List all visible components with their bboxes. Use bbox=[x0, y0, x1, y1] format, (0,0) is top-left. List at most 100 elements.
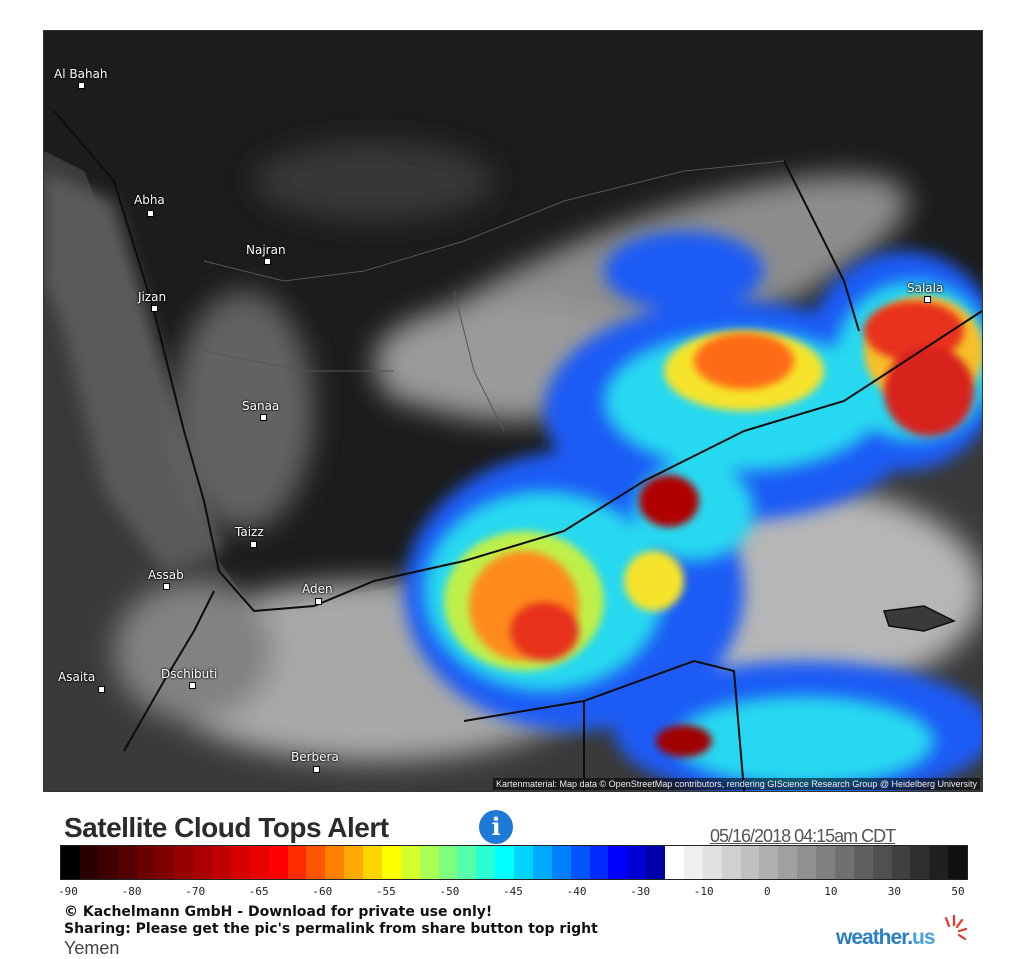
scale-swatch bbox=[136, 846, 156, 879]
scale-tick-label: 30 bbox=[887, 885, 902, 898]
satellite-map[interactable]: Al Bahah Abha Najran Jizan Sanaa Taizz A… bbox=[43, 30, 983, 792]
scale-swatch bbox=[212, 846, 231, 879]
scale-swatch bbox=[891, 846, 911, 879]
brand-logo[interactable]: weather.us bbox=[836, 926, 936, 950]
scale-tick-label: -10 bbox=[693, 885, 714, 898]
scale-tick-label: 0 bbox=[763, 885, 771, 898]
scale-swatch bbox=[929, 846, 949, 879]
scale-swatch bbox=[627, 846, 647, 879]
scale-swatch bbox=[834, 846, 854, 879]
city-label: Jizan bbox=[138, 290, 167, 304]
scale-swatch bbox=[589, 846, 609, 879]
scale-swatch bbox=[61, 846, 80, 879]
scale-swatch bbox=[778, 846, 798, 879]
city-marker bbox=[163, 583, 170, 590]
city-marker bbox=[151, 305, 158, 312]
city-marker bbox=[250, 541, 257, 548]
scale-tick-label: 10 bbox=[824, 885, 838, 898]
timestamp: 05/16/2018 04:15am CDT bbox=[710, 826, 896, 846]
scale-swatch bbox=[117, 846, 137, 879]
scale-swatch bbox=[193, 846, 212, 879]
scale-swatch bbox=[400, 846, 420, 879]
satellite-imagery bbox=[44, 31, 982, 791]
scale-swatch bbox=[287, 846, 307, 879]
scale-swatch bbox=[174, 846, 194, 879]
city-marker bbox=[260, 414, 267, 421]
scale-swatch bbox=[155, 846, 175, 879]
city-marker bbox=[313, 766, 320, 773]
city-label: Assab bbox=[148, 568, 184, 582]
scale-swatch bbox=[646, 846, 665, 879]
map-attribution: Kartenmaterial: Map data © OpenStreetMap… bbox=[493, 778, 980, 790]
scale-swatch bbox=[702, 846, 722, 879]
city-label: Najran bbox=[246, 243, 286, 257]
scale-swatch bbox=[381, 846, 401, 879]
city-marker bbox=[189, 682, 196, 689]
scale-ticks: -90 -80 -70 -65 -60 -55 -50 -45 -40 -30 -10 0 10 30 50 bbox=[58, 885, 966, 899]
copyright-text: © Kachelmann GmbH - Download for private… bbox=[64, 904, 493, 920]
scale-swatch bbox=[268, 846, 288, 879]
scale-tick-label: -50 bbox=[439, 885, 460, 898]
scale-swatch bbox=[910, 846, 930, 879]
city-marker bbox=[78, 82, 85, 89]
city-label: Abha bbox=[134, 193, 165, 207]
city-label: Salala bbox=[907, 281, 944, 295]
scale-tick-label: -45 bbox=[503, 885, 523, 898]
brand-main: weather. bbox=[836, 926, 913, 949]
city-marker bbox=[98, 686, 105, 693]
scale-tick-label: -40 bbox=[566, 885, 587, 898]
scale-swatch bbox=[948, 846, 967, 879]
scale-tick-label: 50 bbox=[951, 885, 965, 898]
scale-swatch bbox=[363, 846, 382, 879]
scale-tick-label: -30 bbox=[630, 885, 651, 898]
city-label: Asaita bbox=[58, 670, 96, 684]
scale-tick-label: -55 bbox=[375, 885, 396, 898]
sharing-text: Sharing: Please get the pic's permalink … bbox=[64, 921, 598, 937]
scale-swatch bbox=[457, 846, 477, 879]
scale-swatch bbox=[872, 846, 892, 879]
info-icon[interactable]: i bbox=[479, 810, 513, 844]
city-marker bbox=[147, 210, 154, 217]
scale-swatch bbox=[570, 846, 590, 879]
city-label: Taizz bbox=[235, 525, 264, 539]
brand-suffix: us bbox=[912, 926, 935, 949]
scale-tick-label: -60 bbox=[312, 885, 333, 898]
scale-swatch bbox=[514, 846, 533, 879]
scale-tick-label: -70 bbox=[185, 885, 206, 898]
city-label: Sanaa bbox=[242, 399, 280, 413]
city-marker bbox=[315, 598, 322, 605]
color-scale bbox=[60, 845, 968, 880]
scale-swatch bbox=[797, 846, 816, 879]
scale-swatch bbox=[759, 846, 779, 879]
scale-swatch bbox=[230, 846, 250, 879]
scale-swatch bbox=[740, 846, 760, 879]
scale-swatch bbox=[665, 846, 684, 879]
city-label: Berbera bbox=[291, 750, 339, 764]
region-label: Yemen bbox=[64, 938, 120, 958]
legend-title: Satellite Cloud Tops Alert bbox=[64, 812, 389, 843]
scale-swatch bbox=[532, 846, 552, 879]
scale-swatch bbox=[249, 846, 269, 879]
scale-swatch bbox=[98, 846, 118, 879]
scale-swatch bbox=[495, 846, 514, 879]
scale-swatch bbox=[551, 846, 571, 879]
scale-swatch bbox=[419, 846, 439, 879]
scale-swatch bbox=[306, 846, 326, 879]
city-label: Aden bbox=[302, 582, 333, 596]
scale-swatch bbox=[608, 846, 628, 879]
scale-tick-label: -80 bbox=[121, 885, 142, 898]
scale-tick-label: -65 bbox=[248, 885, 269, 898]
city-marker bbox=[264, 258, 271, 265]
scale-swatch bbox=[816, 846, 835, 879]
scale-swatch bbox=[344, 846, 363, 879]
scale-swatch bbox=[438, 846, 458, 879]
scale-swatch bbox=[79, 846, 99, 879]
scale-swatch bbox=[325, 846, 345, 879]
scale-tick-label: -90 bbox=[58, 885, 78, 898]
city-label: Dschibuti bbox=[161, 667, 218, 681]
scale-swatch bbox=[683, 846, 703, 879]
scale-swatch bbox=[476, 846, 496, 879]
scale-swatch bbox=[721, 846, 741, 879]
weather-sun-icon bbox=[944, 914, 968, 941]
city-marker bbox=[924, 296, 931, 303]
